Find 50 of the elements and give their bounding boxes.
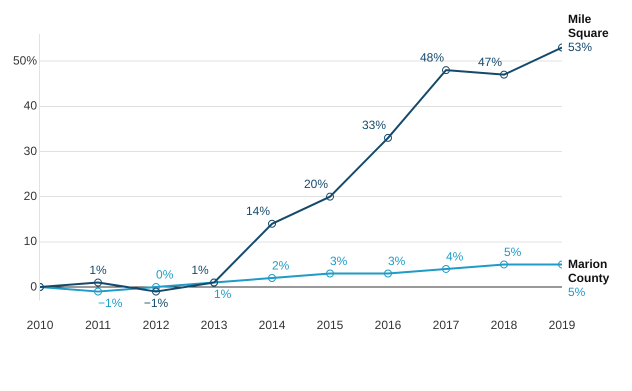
data-label: 3%	[388, 254, 406, 268]
x-tick-label: 2019	[548, 318, 576, 332]
point	[268, 274, 276, 282]
x-tick-label: 2011	[85, 318, 112, 332]
x-tick-label: 2015	[316, 318, 344, 332]
x-tick-label: 2014	[258, 318, 286, 332]
point	[384, 269, 392, 278]
data-label: 53%	[568, 40, 592, 54]
data-label: 4%	[446, 249, 464, 264]
y-tick-label: 0	[30, 279, 38, 294]
point	[94, 288, 102, 296]
x-tick-label: 2010	[26, 318, 54, 332]
y-tick-label: 30	[24, 144, 38, 158]
data-label: −1%	[144, 296, 169, 310]
point	[442, 264, 450, 273]
y-tick-label: 40	[24, 98, 38, 113]
data-label: 1%	[214, 286, 232, 301]
point	[384, 134, 392, 142]
point	[500, 70, 508, 79]
data-label: 3%	[330, 254, 348, 268]
data-label: 0%	[156, 267, 174, 282]
data-label: 5%	[504, 244, 522, 259]
data-label: 1%	[89, 262, 108, 277]
point	[152, 283, 160, 292]
series-label: Mile Square	[568, 12, 610, 40]
data-label: 20%	[304, 176, 328, 191]
data-label: 47%	[478, 54, 502, 69]
point	[268, 220, 276, 228]
point	[94, 278, 102, 287]
x-tick-label: 2012	[142, 318, 170, 332]
data-label: 48%	[420, 50, 444, 64]
y-tick-label: 10	[24, 234, 38, 248]
data-label: −1%	[98, 296, 123, 310]
data-label: 5%	[568, 284, 586, 299]
data-label: 33%	[362, 118, 386, 132]
series-label: Marion County	[568, 256, 610, 285]
data-label: 2%	[272, 258, 290, 272]
x-tick-label: 2018	[490, 318, 518, 332]
y-tick-label: 50%	[12, 53, 38, 68]
point	[326, 192, 334, 201]
x-tick-label: 2016	[374, 318, 402, 332]
point	[326, 269, 334, 278]
x-tick-label: 2013	[200, 318, 228, 332]
data-label: 1%	[191, 262, 210, 277]
data-label: 14%	[246, 204, 270, 218]
point	[152, 288, 160, 296]
point	[500, 260, 508, 268]
y-tick-label: 20	[24, 188, 38, 203]
point	[442, 66, 450, 74]
x-tick-label: 2017	[432, 318, 460, 332]
